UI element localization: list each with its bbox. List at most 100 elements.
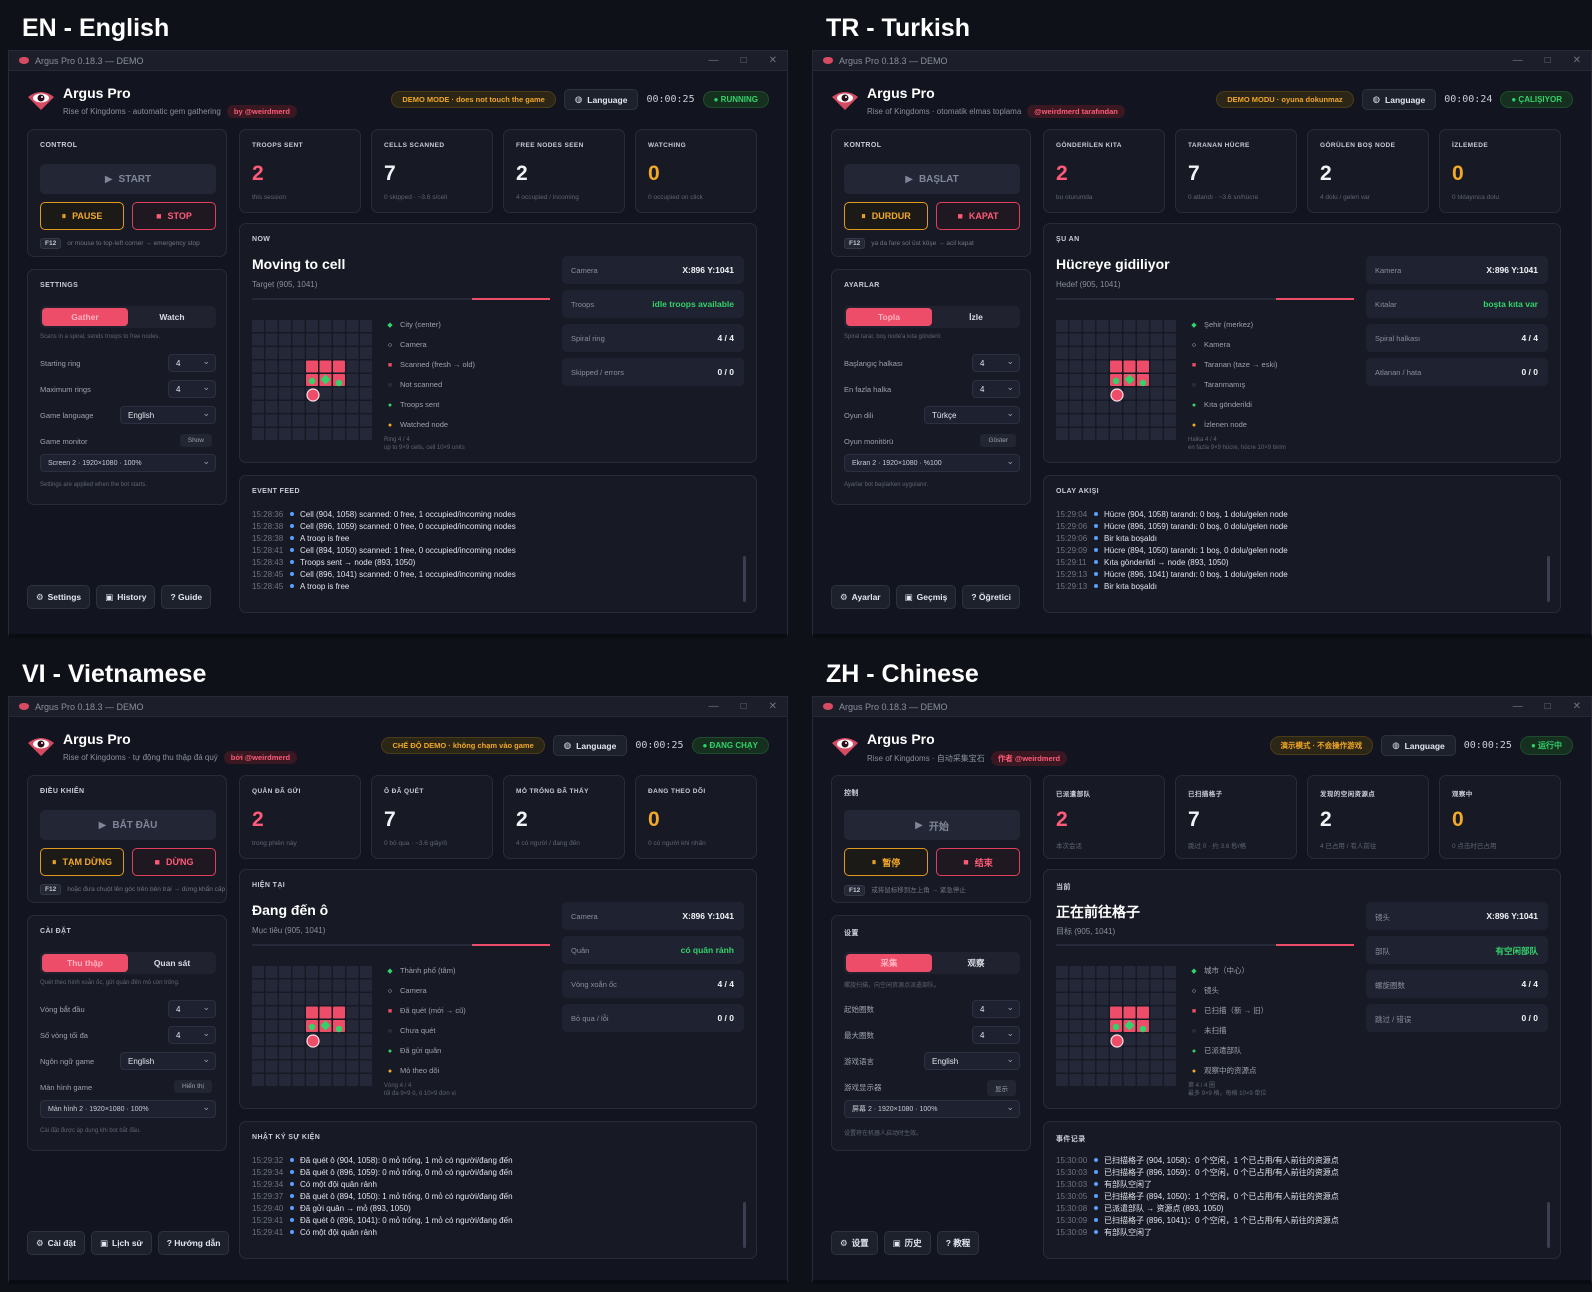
stop-button[interactable]: ■ STOP [132, 202, 216, 230]
stop-button[interactable]: ■ KAPAT [936, 202, 1020, 230]
legend-label: 城市（中心） [1204, 965, 1249, 975]
pause-button[interactable]: ⏸ PAUSE [40, 202, 124, 230]
maximize-icon[interactable]: □ [740, 701, 747, 712]
settings-button[interactable]: ⚙ Cài đặt [27, 1231, 85, 1255]
legend-label: 未扫描 [1204, 1025, 1227, 1035]
history-button[interactable]: ▣ 历史 [883, 1231, 931, 1255]
monitor-select[interactable]: Screen 2 · 1920×1080 · 100% [40, 454, 216, 472]
gather-mode-button[interactable]: Topla [846, 308, 932, 326]
author-badge[interactable]: 作者 @weirdmerd [990, 751, 1068, 766]
start-button[interactable]: ▶ BAŞLAT [844, 164, 1020, 194]
start-button[interactable]: ▶ START [40, 164, 216, 194]
monitor-select[interactable]: Màn hình 2 · 1920×1080 · 100% [40, 1100, 216, 1118]
grid-cell [1110, 1060, 1122, 1073]
game-monitor-label: 游戏显示器 [844, 1082, 882, 1092]
pause-button[interactable]: ⏸ 暂停 [844, 848, 928, 876]
maximize-icon[interactable]: □ [1544, 701, 1551, 712]
grid-cell [1123, 1006, 1136, 1019]
globe-icon: ◍ [1372, 94, 1381, 104]
pause-button[interactable]: ⏸ DURDUR [844, 202, 928, 230]
feed-scrollbar[interactable] [743, 1202, 746, 1248]
settings-button[interactable]: ⚙ 设置 [831, 1231, 878, 1255]
grid-cell [1083, 333, 1095, 346]
guide-button[interactable]: ? Hướng dẫn [157, 1231, 230, 1255]
game-language-select[interactable]: English [924, 1052, 1020, 1070]
language-button[interactable]: ◍ Language [1381, 735, 1456, 756]
minimize-icon[interactable]: — [1512, 55, 1523, 66]
watch-mode-button[interactable]: Watch [159, 312, 185, 322]
play-icon: ▶ [905, 173, 913, 185]
maximize-icon[interactable]: □ [740, 55, 747, 66]
watch-mode-button[interactable]: 观察 [967, 958, 985, 968]
monitor-select[interactable]: Ekran 2 · 1920×1080 · %100 [844, 454, 1020, 472]
show-monitor-button[interactable]: Show [179, 434, 212, 447]
language-button[interactable]: ◍ Language [552, 735, 628, 756]
game-language-select[interactable]: Türkçe [924, 406, 1020, 424]
guide-button[interactable]: ? Öğretici [962, 585, 1021, 609]
feed-line: 15:30:00 已扫描格子 (904, 1058)：0 个空闲，1 个已占用/有… [1056, 1154, 1339, 1166]
starting-ring-select[interactable]: 4 [168, 354, 216, 372]
guide-button[interactable]: ? Guide [161, 585, 212, 609]
feed-scrollbar[interactable] [1547, 556, 1550, 602]
pause-button[interactable]: ⏸ TẠM DỪNG [40, 848, 124, 876]
game-language-select[interactable]: English [120, 406, 216, 424]
close-icon[interactable]: ✕ [1572, 701, 1581, 712]
show-monitor-button[interactable]: Hiển thị [173, 1080, 212, 1093]
info-key: Skipped / errors [571, 368, 624, 377]
feed-message: 已扫描格子 (896, 1059)：0 个空闲，0 个已占用/有人前往的资源点 [1104, 1167, 1339, 1177]
emergency-hint: F12 ya da fare sol üst köşe → acil kapat [844, 238, 974, 249]
max-rings-select[interactable]: 4 [168, 1026, 216, 1044]
gather-mode-button[interactable]: Thu thập [42, 954, 128, 972]
minimize-icon[interactable]: — [708, 55, 719, 66]
language-button[interactable]: ◍ Language [563, 89, 639, 110]
show-monitor-button[interactable]: Göster [980, 434, 1016, 447]
camera-legend-icon: ○ [387, 987, 393, 995]
start-button[interactable]: ▶ BẮT ĐẦU [40, 810, 216, 840]
ring-note: Halka 4 / 4 en fazla 9×9 hücre, hücre 10×… [1188, 436, 1286, 452]
close-icon[interactable]: ✕ [768, 55, 777, 66]
starting-ring-select[interactable]: 4 [972, 354, 1020, 372]
feed-scrollbar[interactable] [743, 556, 746, 602]
close-icon[interactable]: ✕ [1572, 55, 1581, 66]
grid-cell [1164, 360, 1176, 373]
starting-ring-select[interactable]: 4 [972, 1000, 1020, 1018]
monitor-select[interactable]: 屏幕 2 · 1920×1080 · 100% [844, 1100, 1020, 1118]
max-rings-select[interactable]: 4 [972, 380, 1020, 398]
settings-button[interactable]: ⚙ Ayarlar [831, 585, 890, 609]
stop-button[interactable]: ■ DỪNG [132, 848, 216, 876]
history-button[interactable]: ▣ Lịch sử [90, 1231, 152, 1255]
stat-card: 已派遣部队 2 本次会话 [1043, 775, 1165, 859]
minimize-icon[interactable]: — [1512, 701, 1523, 712]
app-window: Argus Pro 0.18.3 — DEMO — □ ✕ Argus Pro Rise … [812, 50, 1592, 638]
starting-ring-select[interactable]: 4 [168, 1000, 216, 1018]
max-rings-select[interactable]: 4 [168, 380, 216, 398]
author-badge[interactable]: bởi @weirdmerd [223, 751, 298, 764]
max-rings-select[interactable]: 4 [972, 1026, 1020, 1044]
info-dot-icon [1094, 1194, 1098, 1198]
author-badge[interactable]: by @weirdmerd [226, 105, 297, 118]
game-language-select[interactable]: English [120, 1052, 216, 1070]
guide-button[interactable]: ? 教程 [936, 1231, 980, 1255]
settings-button[interactable]: ⚙ Settings [27, 585, 91, 609]
grid-cell [360, 1020, 372, 1032]
feed-scrollbar[interactable] [1547, 1202, 1550, 1248]
stat-value: 7 [1188, 808, 1200, 831]
close-icon[interactable]: ✕ [768, 701, 777, 712]
history-button[interactable]: ▣ Geçmiş [895, 585, 957, 609]
watch-mode-button[interactable]: Quan sát [153, 958, 191, 968]
minimize-icon[interactable]: — [708, 701, 719, 712]
maximize-icon[interactable]: □ [1544, 55, 1551, 66]
gather-mode-button[interactable]: 采集 [846, 954, 932, 972]
start-button[interactable]: ▶ 开始 [844, 810, 1020, 840]
city-legend-icon: ◆ [1191, 321, 1197, 329]
stop-button[interactable]: ■ 结束 [936, 848, 1020, 876]
history-button[interactable]: ▣ History [96, 585, 156, 609]
grid-cell [1056, 993, 1068, 1005]
gather-mode-button[interactable]: Gather [42, 308, 128, 326]
show-monitor-button[interactable]: 显示 [987, 1080, 1016, 1096]
grid-cell [1096, 1006, 1109, 1019]
feed-time: 15:29:13 [1056, 569, 1088, 579]
language-button[interactable]: ◍ Language [1361, 89, 1437, 110]
author-badge[interactable]: @weirdmerd tarafından [1027, 105, 1125, 118]
watch-mode-button[interactable]: İzle [969, 312, 983, 322]
